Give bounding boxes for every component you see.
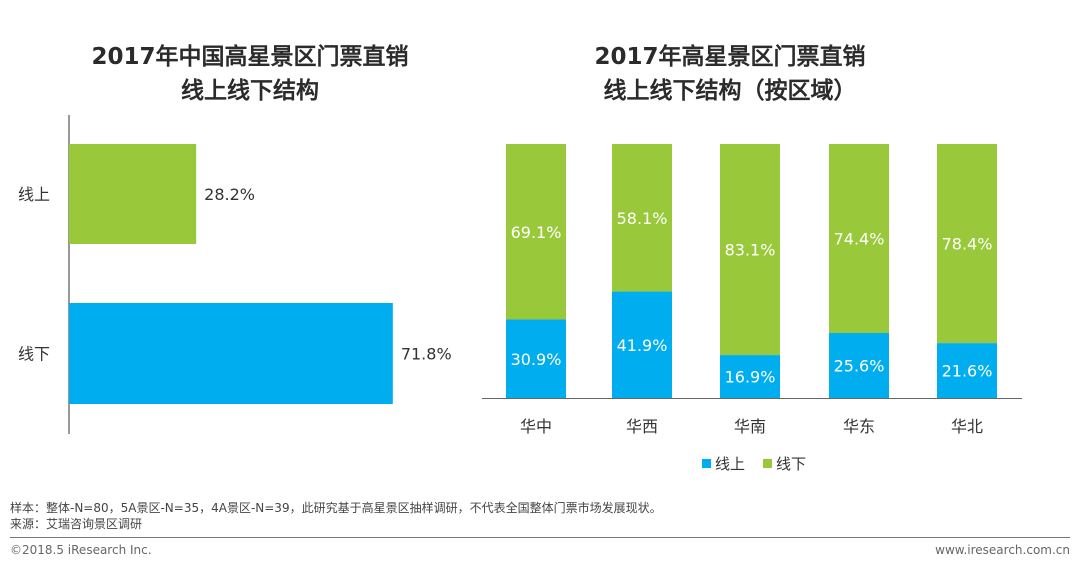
left-value-label: 71.8%	[401, 345, 452, 364]
left-bar-offline	[69, 303, 393, 404]
legend-label-offline: 线下	[776, 455, 806, 473]
online-value-label: 30.9%	[511, 350, 562, 369]
left-chart-title-line1: 2017年中国高星景区门票直销	[91, 44, 409, 70]
footer-divider	[10, 537, 1070, 538]
right-chart-title-line1: 2017年高星景区门票直销	[594, 44, 866, 70]
left-category-label: 线下	[18, 345, 50, 364]
region-label: 华北	[951, 417, 983, 436]
copyright: ©2018.5 iResearch Inc.	[10, 543, 152, 557]
stacked-bar-online	[937, 343, 997, 398]
stacked-bar-online	[829, 332, 889, 398]
online-value-label: 16.9%	[725, 368, 776, 387]
stacked-bar-offline	[506, 144, 566, 320]
offline-value-label: 58.1%	[617, 209, 668, 228]
region-label: 华西	[626, 417, 658, 436]
online-value-label: 21.6%	[942, 362, 993, 381]
left-chart-title-line2: 线上线下结构	[181, 78, 319, 104]
online-value-label: 41.9%	[617, 336, 668, 355]
left-chart-title: 2017年中国高星景区门票直销 线上线下结构	[40, 40, 460, 108]
legend-swatch-online	[702, 459, 711, 468]
offline-value-label: 74.4%	[834, 229, 885, 248]
offline-value-label: 83.1%	[725, 241, 776, 260]
stacked-bar-online	[506, 319, 566, 398]
legend-swatch-offline	[763, 459, 772, 468]
left-bar-online	[69, 144, 197, 244]
stacked-bar-offline	[612, 144, 672, 292]
right-chart-title-line2: 线上线下结构（按区域）	[603, 78, 857, 104]
region-label: 华中	[520, 417, 552, 436]
legend-label-online: 线上	[715, 455, 745, 473]
region-label: 华南	[734, 417, 766, 436]
left-value-label: 28.2%	[204, 185, 255, 204]
stacked-bar-online	[612, 291, 672, 398]
offline-value-label: 69.1%	[511, 223, 562, 242]
offline-value-label: 78.4%	[942, 235, 993, 254]
region-label: 华东	[843, 417, 875, 436]
stacked-bar-offline	[829, 144, 889, 333]
left-category-label: 线上	[18, 185, 50, 204]
online-value-label: 25.6%	[834, 356, 885, 375]
right-chart-title: 2017年高星景区门票直销 线上线下结构（按区域）	[520, 40, 940, 108]
stacked-bar-online	[720, 355, 780, 398]
website: www.iresearch.com.cn	[935, 543, 1070, 557]
stacked-bar-offline	[937, 144, 997, 344]
sample-note: 样本：整体-N=80，5A景区-N=35，4A景区-N=39，此研究基于高星景区…	[10, 501, 662, 515]
stacked-bar-offline	[720, 144, 780, 356]
source-note: 来源：艾瑞咨询景区调研	[10, 517, 143, 531]
